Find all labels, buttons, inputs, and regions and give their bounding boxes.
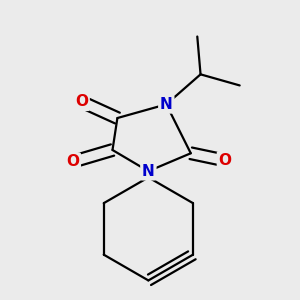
Text: O: O	[75, 94, 88, 109]
Text: O: O	[218, 153, 232, 168]
Text: N: N	[142, 164, 155, 179]
Text: N: N	[160, 97, 173, 112]
Text: O: O	[66, 154, 79, 169]
